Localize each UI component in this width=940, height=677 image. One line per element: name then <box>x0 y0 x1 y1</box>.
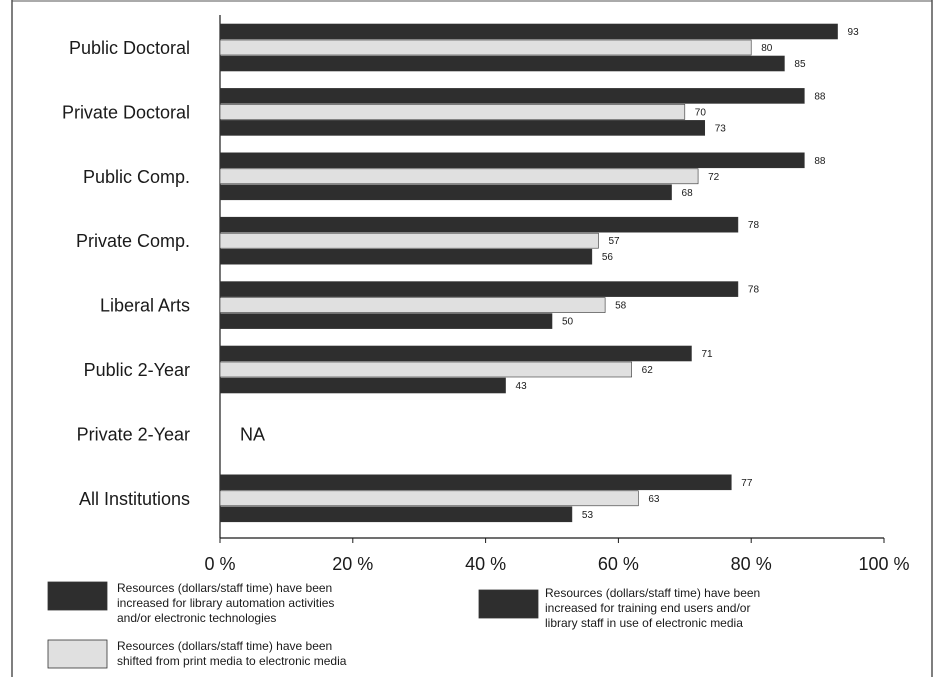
category-label: Public 2-Year <box>84 360 190 380</box>
data-label: 58 <box>615 301 627 312</box>
data-label: 78 <box>748 220 760 231</box>
bar-series-3 <box>219 184 672 201</box>
data-label: 80 <box>761 43 773 54</box>
legend-text: increased for library automation activit… <box>117 596 334 610</box>
data-label: 53 <box>582 510 594 521</box>
bar-series-1 <box>219 216 739 233</box>
category-label: All Institutions <box>79 489 190 509</box>
x-tick-label: 100 % <box>858 554 909 574</box>
bar-series-1 <box>219 345 692 362</box>
bar-series-1 <box>219 23 838 40</box>
bars-group <box>219 23 838 523</box>
x-tick-label: 60 % <box>598 554 639 574</box>
bar-series-2 <box>219 104 686 120</box>
bar-series-3 <box>219 377 506 394</box>
category-label: Public Comp. <box>83 167 190 187</box>
x-tick-label: 40 % <box>465 554 506 574</box>
data-label: 57 <box>608 236 620 247</box>
na-label: NA <box>240 424 265 444</box>
data-label: 72 <box>708 172 720 183</box>
legend-text: and/or electronic technologies <box>117 611 276 625</box>
legend-text: increased for training end users and/or <box>545 601 750 615</box>
x-tick-label: 80 % <box>731 554 772 574</box>
legend-swatch-2 <box>47 639 108 669</box>
bar-series-2 <box>219 168 699 185</box>
data-label: 50 <box>562 317 574 328</box>
data-label: 43 <box>516 381 528 392</box>
data-label: 77 <box>741 478 753 489</box>
x-tick-label: 20 % <box>332 554 373 574</box>
data-label: 93 <box>848 27 860 38</box>
bar-series-3 <box>219 120 706 136</box>
bar-series-1 <box>219 474 732 491</box>
legend-text: Resources (dollars/staff time) have been <box>117 581 332 595</box>
data-label: 73 <box>715 123 727 134</box>
bar-series-3 <box>219 313 553 329</box>
category-label: Private Doctoral <box>62 102 190 122</box>
category-label: Liberal Arts <box>100 296 190 316</box>
legend-text: Resources (dollars/staff time) have been <box>117 639 332 653</box>
bar-series-1 <box>219 281 739 297</box>
bar-series-1 <box>219 88 805 104</box>
data-label: 68 <box>682 188 694 199</box>
legend-text: Resources (dollars/staff time) have been <box>545 586 760 600</box>
data-label: 62 <box>642 365 654 376</box>
bar-series-3 <box>219 55 785 72</box>
data-label: 78 <box>748 285 760 296</box>
data-label: 88 <box>814 156 826 167</box>
bar-series-1 <box>219 152 805 169</box>
bar-series-3 <box>219 248 593 265</box>
bar-series-2 <box>219 490 639 507</box>
data-label: 71 <box>701 349 713 360</box>
legend-text: library staff in use of electronic media <box>545 616 743 630</box>
data-label: 85 <box>794 59 806 70</box>
bar-series-2 <box>219 361 632 378</box>
category-label: Private 2-Year <box>77 424 190 444</box>
data-label: 88 <box>814 91 826 102</box>
x-tick-label: 0 % <box>204 554 235 574</box>
bar-series-3 <box>219 506 573 523</box>
category-label: Public Doctoral <box>69 38 190 58</box>
data-label: 70 <box>695 107 707 118</box>
bar-series-2 <box>219 232 599 249</box>
bar-series-2 <box>219 39 752 56</box>
data-label: 56 <box>602 252 614 263</box>
legend-swatch-1 <box>47 581 108 611</box>
category-label: Private Comp. <box>76 231 190 251</box>
bar-series-2 <box>219 297 606 313</box>
data-label: 63 <box>648 494 660 505</box>
legend-text: shifted from print media to electronic m… <box>117 654 347 668</box>
legend-swatch-3 <box>478 589 539 619</box>
